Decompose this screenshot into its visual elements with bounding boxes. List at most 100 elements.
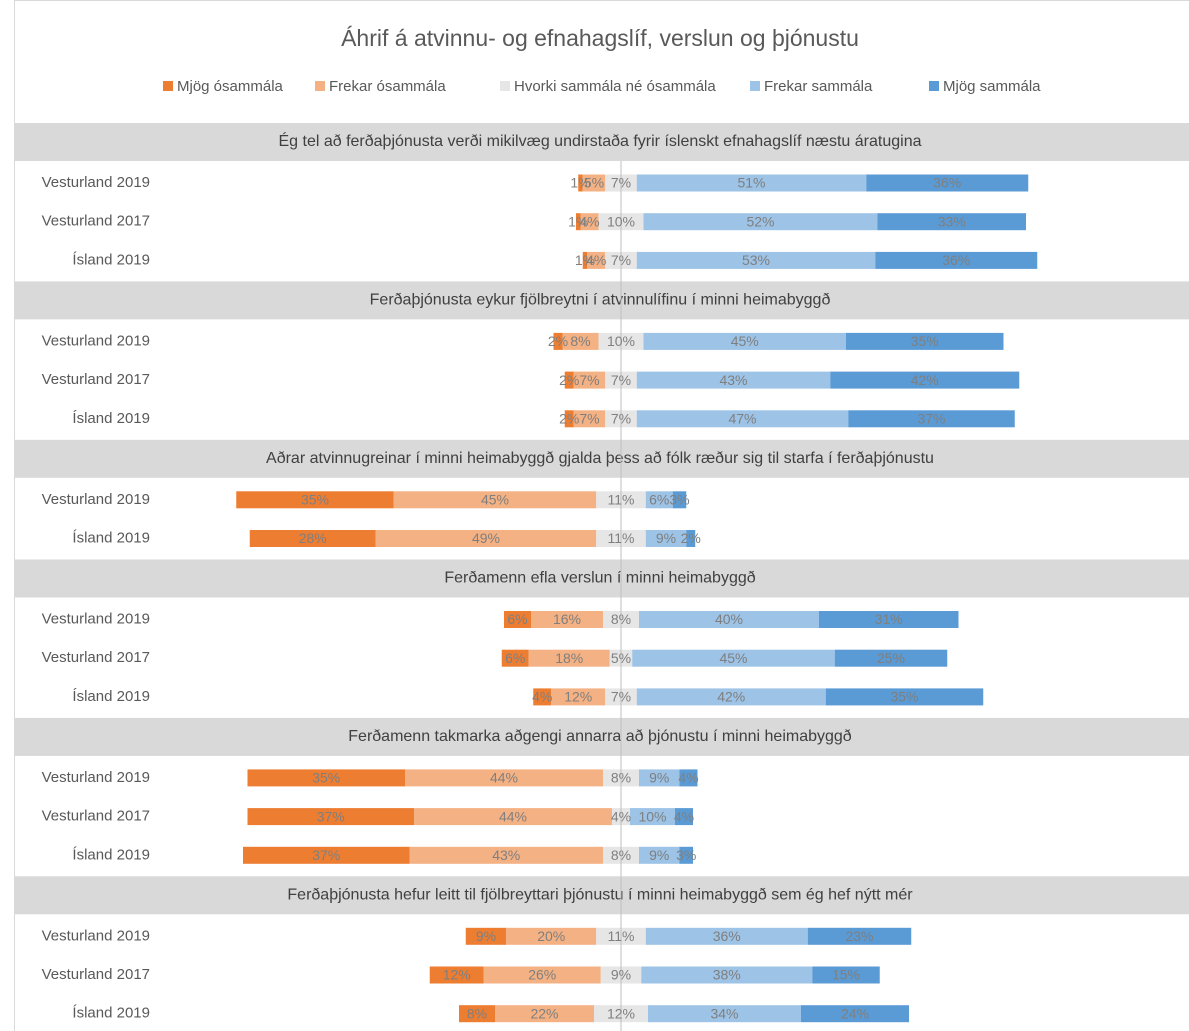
value-label: 12% — [607, 1005, 635, 1021]
value-label: 10% — [638, 808, 666, 824]
value-label: 42% — [717, 689, 745, 705]
value-label: 9% — [649, 847, 669, 863]
bar-segment — [875, 251, 1038, 269]
bar-segment — [465, 927, 507, 945]
value-label: 8% — [611, 611, 631, 627]
value-label: 12% — [564, 689, 592, 705]
group-header-band — [15, 559, 1189, 598]
row-label: Ísland 2019 — [72, 846, 150, 863]
legend-swatch — [500, 81, 510, 91]
legend-swatch — [750, 81, 760, 91]
row-label: Ísland 2019 — [72, 410, 150, 427]
bar-segment — [834, 649, 948, 667]
bar-segment — [636, 410, 849, 428]
legend-swatch — [315, 81, 325, 91]
bar-segment — [495, 1005, 594, 1023]
value-label: 2% — [548, 333, 568, 349]
value-label: 3% — [669, 492, 689, 508]
bar-segment — [672, 491, 687, 509]
bar-segment — [645, 530, 687, 547]
value-label: 26% — [528, 967, 556, 983]
value-label: 45% — [719, 650, 747, 666]
value-label: 7% — [579, 411, 599, 427]
value-label: 3% — [676, 847, 696, 863]
value-label: 37% — [312, 847, 340, 863]
bar-segment — [528, 649, 610, 667]
value-label: 4% — [579, 213, 599, 229]
value-label: 33% — [938, 213, 966, 229]
value-label: 52% — [746, 213, 774, 229]
value-label: 47% — [728, 411, 756, 427]
bar-segment — [877, 213, 1026, 231]
value-label: 36% — [942, 252, 970, 268]
value-label: 51% — [737, 175, 765, 191]
bar-segment — [636, 688, 826, 706]
value-label: 36% — [933, 175, 961, 191]
value-label: 45% — [481, 492, 509, 508]
value-label: 8% — [570, 333, 590, 349]
bar-segment — [812, 966, 880, 984]
value-label: 35% — [312, 770, 340, 786]
value-label: 43% — [492, 847, 520, 863]
row-label: Vesturland 2019 — [42, 769, 150, 786]
row-label: Vesturland 2019 — [42, 927, 150, 944]
row-label: Ísland 2019 — [72, 688, 150, 705]
value-label: 12% — [443, 967, 471, 983]
bar-segment — [551, 688, 606, 706]
value-label: 22% — [530, 1005, 558, 1021]
bar-segment — [846, 332, 1004, 350]
legend-swatch — [929, 81, 939, 91]
value-label: 38% — [713, 967, 741, 983]
bar-segment — [679, 769, 698, 787]
value-label: 25% — [877, 650, 905, 666]
legend-label: Frekar sammála — [764, 78, 873, 95]
bar-segment — [632, 649, 835, 667]
value-label: 40% — [715, 611, 743, 627]
bar-segment — [636, 371, 831, 389]
bar-segment — [506, 927, 597, 945]
bar-segment — [630, 808, 675, 826]
bar-segment — [582, 251, 588, 269]
bar-segment — [639, 846, 680, 864]
group-title: Aðrar atvinnugreinar í minni heimabyggð … — [266, 450, 934, 467]
value-label: 11% — [608, 492, 635, 508]
row-label: Vesturland 2019 — [42, 332, 150, 349]
row-label: Ísland 2019 — [72, 1005, 150, 1022]
bar-segment — [249, 530, 376, 547]
value-label: 34% — [710, 1005, 738, 1021]
legend-label: Mjög sammála — [943, 78, 1041, 95]
group-title: Ferðamenn takmarka aðgengi annarra að þj… — [348, 728, 852, 745]
value-label: 7% — [579, 372, 599, 388]
value-label: 43% — [719, 372, 747, 388]
group-title: Ferðaþjónusta eykur fjölbreytni í atvinn… — [370, 292, 831, 309]
bar-segment — [645, 927, 808, 945]
value-label: 2% — [559, 411, 579, 427]
value-label: 9% — [649, 770, 669, 786]
bar-segment — [504, 611, 531, 628]
bar-segment — [531, 611, 603, 628]
value-label: 7% — [611, 175, 631, 191]
chart-frame — [14, 0, 1189, 1031]
bar-segment — [686, 530, 696, 547]
chart-title: Áhrif á atvinnu- og efnahagslíf, verslun… — [341, 25, 859, 51]
bar-segment — [582, 174, 606, 192]
row-label: Vesturland 2017 — [42, 213, 150, 230]
group-header-band — [15, 876, 1189, 915]
bar-segment — [830, 371, 1020, 389]
bar-segment — [636, 251, 876, 269]
row-label: Ísland 2019 — [72, 251, 150, 268]
group-title: Ég tel að ferðaþjónusta verði mikilvæg u… — [278, 131, 921, 150]
bar-segment — [825, 688, 984, 706]
value-label: 6% — [649, 492, 669, 508]
row-label: Vesturland 2017 — [42, 966, 150, 983]
value-label: 7% — [611, 689, 631, 705]
value-label: 5% — [584, 175, 604, 191]
value-label: 45% — [731, 333, 759, 349]
value-label: 10% — [607, 333, 635, 349]
value-label: 6% — [507, 611, 527, 627]
value-label: 8% — [611, 770, 631, 786]
value-label: 10% — [607, 213, 635, 229]
legend-label: Hvorki sammála né ósammála — [514, 78, 716, 95]
value-label: 35% — [301, 492, 329, 508]
bar-segment — [553, 332, 563, 350]
